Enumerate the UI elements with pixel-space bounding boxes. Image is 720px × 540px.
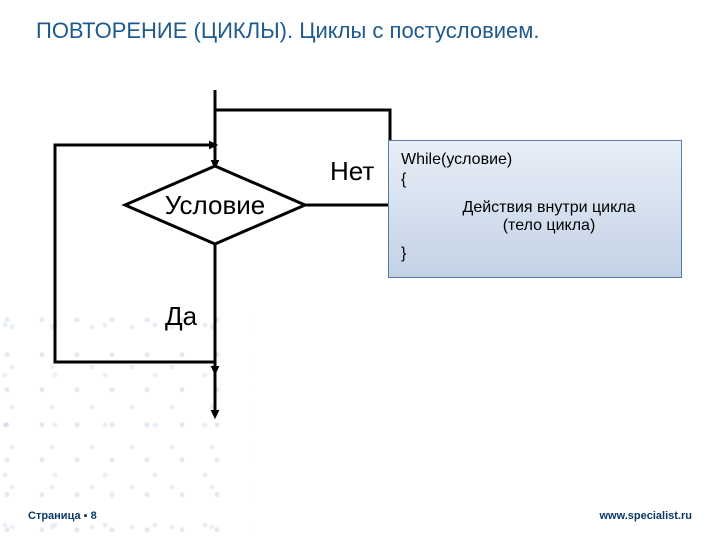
code-while-line: While(условие) <box>401 151 669 169</box>
code-box: While(условие) { Действия внутри цикла (… <box>388 140 682 278</box>
flowchart-diagram: Условие Нет Да <box>30 90 410 420</box>
page-title: ПОВТОРЕНИЕ (ЦИКЛЫ). Циклы с постусловием… <box>36 18 540 44</box>
footer-page: Страница ▪ 8 <box>28 510 97 522</box>
code-brace-open: { <box>401 171 669 189</box>
code-body-line1: Действия внутри цикла <box>429 199 669 217</box>
node-label-cond: Условие <box>165 190 266 220</box>
footer-page-label: Страница <box>28 510 81 522</box>
footer-url: www.specialist.ru <box>599 510 692 522</box>
label-no: Нет <box>330 156 374 186</box>
footer-page-glyph: ▪ <box>84 510 88 522</box>
code-brace-close: } <box>401 245 669 263</box>
code-body-line2: (тело цикла) <box>429 217 669 235</box>
label-yes: Да <box>165 301 198 331</box>
footer-page-number: 8 <box>91 510 97 522</box>
